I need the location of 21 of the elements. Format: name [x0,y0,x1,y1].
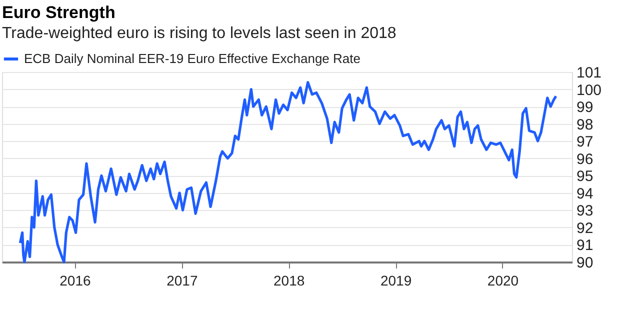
y-tick-label: 96 [576,150,594,168]
y-tick-label: 101 [576,64,602,82]
y-tick-label: 93 [576,202,594,220]
y-tick-label: 95 [576,168,594,186]
y-tick-label: 98 [576,116,594,134]
chart-subtitle: Trade-weighted euro is rising to levels last seen in 2018 [2,25,396,42]
x-tick-label: 2020 [487,272,519,288]
y-tick-label: 90 [576,254,594,272]
x-tick-label: 2016 [60,272,91,288]
x-tick-label: 2018 [274,272,305,288]
y-tick-label: 100 [576,82,602,99]
line-series [18,81,558,264]
x-tick-label: 2019 [380,272,412,288]
y-tick-label: 99 [576,99,594,116]
legend-label: ECB Daily Nominal EER-19 Euro Effective Exchange Rate [24,51,360,66]
y-tick-label: 94 [576,185,594,202]
y-tick-label: 92 [576,220,594,237]
chart-title: Euro Strength [2,3,116,22]
x-tick-label: 2017 [166,272,198,288]
y-tick-label: 91 [576,237,594,254]
y-tick-label: 97 [576,134,594,151]
